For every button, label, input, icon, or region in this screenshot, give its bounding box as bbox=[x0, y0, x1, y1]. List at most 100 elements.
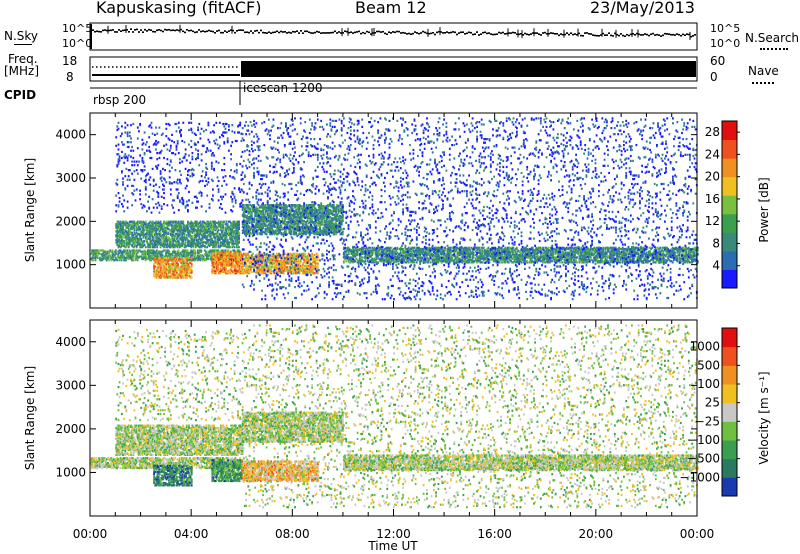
data-cell bbox=[229, 246, 231, 248]
data-cell bbox=[244, 206, 246, 208]
nsky-point bbox=[306, 31, 308, 33]
data-cell bbox=[218, 229, 220, 231]
nsky-point bbox=[292, 31, 294, 33]
data-cell bbox=[343, 260, 345, 262]
data-cell bbox=[186, 277, 188, 279]
nsky-point bbox=[316, 31, 318, 33]
data-cell bbox=[205, 251, 207, 253]
data-cell bbox=[250, 269, 252, 271]
nsky-point bbox=[496, 33, 498, 35]
data-cell bbox=[195, 246, 197, 248]
data-cell bbox=[154, 266, 156, 268]
nsky-point bbox=[672, 34, 674, 36]
data-cell bbox=[365, 260, 367, 262]
nsky-point bbox=[334, 31, 336, 33]
data-cell bbox=[160, 264, 162, 266]
freq-trace bbox=[92, 61, 696, 77]
nsky-point bbox=[668, 33, 670, 35]
nsky-point bbox=[662, 35, 664, 37]
nsky-point bbox=[394, 32, 396, 34]
data-cell bbox=[180, 224, 182, 226]
nsky-point bbox=[158, 29, 160, 31]
data-cell bbox=[139, 228, 141, 230]
nsky-point bbox=[290, 32, 292, 34]
nsky-point bbox=[302, 32, 304, 34]
data-cell bbox=[157, 228, 159, 230]
nsky-point bbox=[542, 32, 544, 34]
nsky-point bbox=[214, 32, 216, 34]
data-cell bbox=[228, 249, 230, 251]
nsky-point bbox=[282, 31, 284, 33]
nsky-point bbox=[192, 31, 194, 33]
data-cell bbox=[251, 215, 253, 217]
nsky-point bbox=[112, 29, 114, 31]
nsky-trace bbox=[91, 24, 696, 49]
nsky-point bbox=[354, 32, 356, 34]
data-cell bbox=[288, 209, 290, 211]
nsky-point bbox=[452, 31, 454, 33]
data-cell bbox=[191, 260, 193, 262]
nsky-point bbox=[136, 29, 138, 31]
nsky-point bbox=[420, 32, 422, 34]
data-cell bbox=[145, 246, 147, 248]
nsky-point bbox=[256, 30, 258, 32]
data-cell bbox=[222, 249, 224, 251]
nsky-point bbox=[558, 35, 560, 37]
data-cell bbox=[215, 252, 217, 254]
data-cell bbox=[208, 221, 210, 223]
nsky-point bbox=[222, 32, 224, 34]
nsky-point bbox=[250, 30, 252, 32]
nsky-point bbox=[228, 30, 230, 32]
nsky-point bbox=[308, 32, 310, 34]
data-cell bbox=[131, 232, 133, 234]
data-cell bbox=[160, 232, 162, 234]
nsky-point bbox=[478, 34, 480, 36]
nsky-point bbox=[512, 32, 514, 34]
nsky-point bbox=[212, 31, 214, 33]
nsky-point bbox=[172, 29, 174, 31]
data-cell bbox=[282, 217, 284, 219]
nsky-point bbox=[434, 34, 436, 36]
nsky-point bbox=[152, 31, 154, 33]
nsky-point bbox=[418, 33, 420, 35]
nsky-point bbox=[378, 31, 380, 33]
nsky-point bbox=[352, 32, 354, 34]
nsky-point bbox=[314, 32, 316, 34]
nsky-point bbox=[134, 29, 136, 31]
nsky-point bbox=[450, 32, 452, 34]
nsky-point bbox=[278, 32, 280, 34]
data-cell bbox=[191, 269, 193, 271]
data-cell bbox=[172, 254, 174, 256]
nsky-point bbox=[382, 31, 384, 33]
nsky-point bbox=[102, 30, 104, 32]
nsky-point bbox=[570, 32, 572, 34]
data-cell bbox=[215, 246, 217, 248]
nsky-point bbox=[260, 30, 262, 32]
data-cell bbox=[168, 232, 170, 234]
data-cell bbox=[149, 246, 151, 248]
nsky-point bbox=[464, 33, 466, 35]
data-cell bbox=[317, 228, 319, 230]
data-cell bbox=[177, 277, 179, 279]
nsky-point bbox=[336, 32, 338, 34]
data-cell bbox=[129, 243, 131, 245]
data-cell bbox=[134, 221, 136, 223]
nsky-point bbox=[216, 30, 218, 32]
nsky-point bbox=[184, 32, 186, 34]
nsky-point bbox=[442, 32, 444, 34]
nsky-point bbox=[640, 34, 642, 36]
data-cell bbox=[342, 204, 344, 206]
nsky-point bbox=[560, 33, 562, 35]
nsky-point bbox=[596, 35, 598, 37]
data-cell bbox=[160, 221, 162, 223]
nsky-point bbox=[242, 30, 244, 32]
nsky-point bbox=[462, 31, 464, 33]
data-cell bbox=[191, 257, 193, 259]
data-cell bbox=[203, 256, 205, 258]
nsky-point bbox=[686, 33, 688, 35]
nsky-point bbox=[656, 34, 658, 36]
nsky-point bbox=[454, 32, 456, 34]
data-cell bbox=[373, 252, 375, 254]
data-cell bbox=[124, 249, 126, 251]
data-cell bbox=[163, 224, 165, 226]
